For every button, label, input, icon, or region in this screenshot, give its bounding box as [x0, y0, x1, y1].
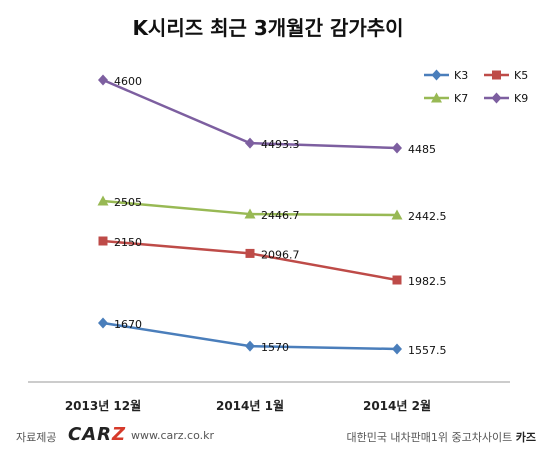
data-label-k5-1: 2150	[114, 236, 142, 249]
data-point-k9-2	[245, 137, 255, 149]
data-point-k9-1	[98, 74, 108, 86]
data-point-k5-1	[98, 236, 108, 246]
data-label-k3-2: 1570	[261, 341, 289, 354]
series-line-k5	[102, 239, 398, 282]
x-tick-labels: 2013년 12월 2014년 1월 2014년 2월	[65, 398, 431, 413]
data-point-k5-2	[245, 248, 255, 258]
data-point-k7-1	[97, 195, 109, 206]
x-tick-label-3: 2014년 2월	[363, 398, 431, 413]
data-point-k5-3	[392, 275, 402, 285]
data-label-k7-3: 2442.5	[408, 210, 447, 223]
legend-item-k7: K7	[424, 92, 468, 105]
legend-label-k7: K7	[454, 92, 468, 105]
data-point-k3-3	[392, 343, 402, 355]
data-point-k3-1	[98, 317, 108, 329]
series-k7: 2505 2446.7 2442.5	[97, 195, 447, 223]
legend-label-k3: K3	[454, 69, 468, 82]
site-url-link[interactable]: www.carz.co.kr	[131, 429, 215, 442]
data-point-k7-3	[391, 209, 403, 220]
legend-marker-k5	[492, 70, 501, 80]
tagline-brand: 카즈	[515, 431, 536, 444]
legend: K3 K5 K7 K9	[424, 69, 528, 105]
legend-marker-k7	[431, 92, 442, 103]
data-label-k3-1: 1670	[114, 318, 142, 331]
legend-item-k3: K3	[424, 69, 468, 82]
legend-label-k5: K5	[514, 69, 528, 82]
legend-marker-k9	[491, 92, 502, 104]
brand-logo[interactable]: CARZ	[68, 424, 126, 445]
depreciation-chart: K시리즈 최근 3개월간 감가추이 1670 1570 1557.5 2150 2096…	[28, 16, 528, 413]
source-label: 자료제공	[16, 431, 57, 444]
data-label-k3-3: 1557.5	[408, 344, 447, 357]
legend-item-k5: K5	[484, 69, 528, 82]
data-point-k7-2	[244, 208, 256, 219]
legend-item-k9: K9	[484, 92, 528, 105]
series-k9: 4600 4493.3 4485	[98, 74, 436, 156]
tagline-text: 대한민국 내차판매1위 중고차사이트	[346, 431, 513, 444]
series-k5: 2150 2096.7 1982.5	[98, 236, 447, 288]
data-label-k9-1: 4600	[114, 75, 142, 88]
chart-title: K시리즈 최근 3개월간 감가추이	[132, 16, 403, 40]
brand-accent: Z	[112, 424, 127, 445]
data-point-k3-2	[245, 340, 255, 352]
data-label-k9-3: 4485	[408, 143, 436, 156]
footer: 자료제공 CARZ www.carz.co.kr 대한민국 내차판매1위 중고차…	[0, 424, 550, 450]
x-tick-label-1: 2013년 12월	[65, 398, 141, 413]
legend-label-k9: K9	[514, 92, 528, 105]
series-k3: 1670 1570 1557.5	[98, 317, 447, 357]
data-label-k5-3: 1982.5	[408, 275, 447, 288]
brand-main: CAR	[68, 424, 113, 445]
tagline: 대한민국 내차판매1위 중고차사이트 카즈	[346, 429, 536, 445]
data-label-k5-2: 2096.7	[261, 248, 300, 261]
data-label-k7-2: 2446.7	[261, 209, 300, 222]
data-label-k9-2: 4493.3	[261, 138, 300, 151]
data-point-k9-3	[392, 142, 402, 154]
legend-marker-k3	[431, 69, 442, 81]
x-tick-label-2: 2014년 1월	[216, 398, 284, 413]
series-layer: 1670 1570 1557.5 2150 2096.7 1982.5 2505 2446.7…	[97, 74, 447, 357]
data-label-k7-1: 2505	[114, 196, 142, 209]
